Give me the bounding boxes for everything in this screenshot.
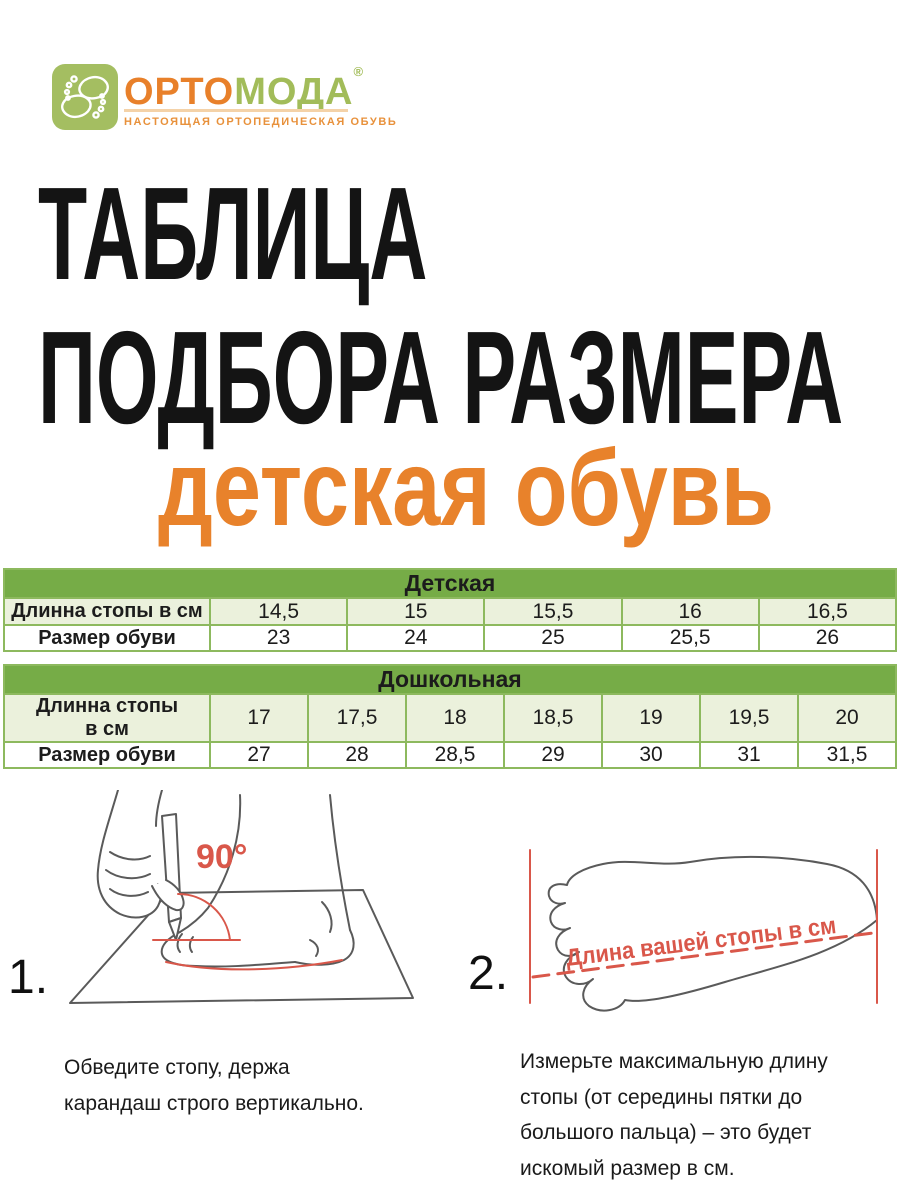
finger-curl-2 bbox=[105, 869, 151, 880]
foot-length-cell: 15 bbox=[346, 597, 486, 626]
foot-length-cell: 16 bbox=[620, 597, 760, 626]
hand-fist-outline bbox=[96, 869, 162, 919]
shoe-size-cell: 30 bbox=[601, 741, 701, 769]
heel-curve bbox=[309, 939, 319, 957]
logo-footprints-icon bbox=[52, 64, 118, 130]
table-title: Детская bbox=[3, 568, 897, 599]
shoe-size-cell: 25 bbox=[483, 624, 623, 652]
size-table-detskaya: Детская Длинна стопы в см 14,5 15 15,5 16 16,5… bbox=[3, 568, 898, 652]
shoe-size-cell: 29 bbox=[503, 741, 603, 769]
brand-wordmark: ОРТОМОДА® bbox=[124, 64, 364, 114]
pencil-tip bbox=[168, 917, 182, 941]
angle-arc bbox=[177, 892, 231, 941]
registered-mark: ® bbox=[353, 64, 365, 79]
foot-length-cell: 18 bbox=[405, 693, 505, 743]
foot-length-label: Длинна стопы в см bbox=[3, 693, 211, 743]
foot-shin-line bbox=[179, 794, 242, 933]
ankle-curve bbox=[321, 901, 333, 933]
shoe-size-label: Размер обуви bbox=[3, 624, 211, 652]
page-subtitle: детская обувь bbox=[158, 427, 774, 548]
brand-tagline: НАСТОЯЩАЯ ОРТОПЕДИЧЕСКАЯ ОБУВЬ bbox=[124, 116, 398, 128]
foot-length-cell: 18,5 bbox=[503, 693, 603, 743]
finger-curl-1 bbox=[109, 851, 151, 861]
shoe-size-cell: 28,5 bbox=[405, 741, 505, 769]
finger-curl-3 bbox=[109, 888, 149, 897]
page-title-line2: ПОДБОРА РАЗМЕРА bbox=[38, 304, 844, 451]
shoe-size-cell: 27 bbox=[209, 741, 309, 769]
step2-number: 2. bbox=[468, 947, 509, 1000]
toe-line-2 bbox=[188, 936, 194, 953]
paper-sheet bbox=[69, 889, 414, 1004]
angle-label: 90° bbox=[196, 838, 247, 876]
foot-length-cell: 17 bbox=[209, 693, 309, 743]
measure-foot-illustration: Длина вашей стопы в см bbox=[529, 849, 878, 1012]
foot-length-cell: 20 bbox=[797, 693, 897, 743]
foot-length-cell: 19,5 bbox=[699, 693, 799, 743]
brand-part-orange: ОРТО bbox=[124, 71, 235, 113]
shoe-size-cell: 24 bbox=[346, 624, 486, 652]
step1-caption: Обведите стопу, держа карандаш строго ве… bbox=[64, 1056, 364, 1115]
hand-wrist-right bbox=[155, 790, 163, 827]
brand-divider bbox=[124, 109, 348, 112]
trace-foot-illustration: 90° bbox=[69, 790, 414, 1004]
traced-outline-red bbox=[165, 959, 343, 971]
foot-length-cell: 19 bbox=[601, 693, 701, 743]
shoe-size-cell: 31 bbox=[699, 741, 799, 769]
shoe-size-cell: 26 bbox=[757, 624, 898, 652]
foot-length-cell: 17,5 bbox=[307, 693, 407, 743]
step1-number: 1. bbox=[8, 951, 49, 1004]
shoe-size-cell: 31,5 bbox=[797, 741, 897, 769]
foot-length-cell: 16,5 bbox=[757, 597, 898, 626]
brand-part-green: МОДА bbox=[234, 71, 354, 113]
table-title: Дошкольная bbox=[3, 664, 897, 695]
step2-caption: Измерьте максимальную длину стопы (от се… bbox=[520, 1050, 828, 1181]
shoe-size-label: Размер обуви bbox=[3, 741, 211, 769]
size-table-doshkolnaya: Дошкольная Длинна стопы в см 17 17,5 18 18,5 1… bbox=[3, 664, 897, 769]
foot-back-leg-line bbox=[329, 794, 351, 931]
shoe-size-cell: 23 bbox=[208, 624, 349, 652]
shoe-size-cell: 25,5 bbox=[620, 624, 760, 652]
thumb bbox=[151, 879, 185, 912]
foot-outline bbox=[547, 855, 878, 1012]
toe-line-1 bbox=[176, 933, 183, 953]
hand-wrist-left bbox=[97, 790, 119, 871]
page-title-line1: ТАБЛИЦА bbox=[38, 160, 428, 307]
foot-length-label: Длинна стопы в см bbox=[3, 597, 211, 626]
measure-dashed-line bbox=[531, 931, 875, 979]
shoe-size-cell: 28 bbox=[307, 741, 407, 769]
foot-length-cell: 15,5 bbox=[483, 597, 623, 626]
foot-length-cell: 14,5 bbox=[208, 597, 349, 626]
